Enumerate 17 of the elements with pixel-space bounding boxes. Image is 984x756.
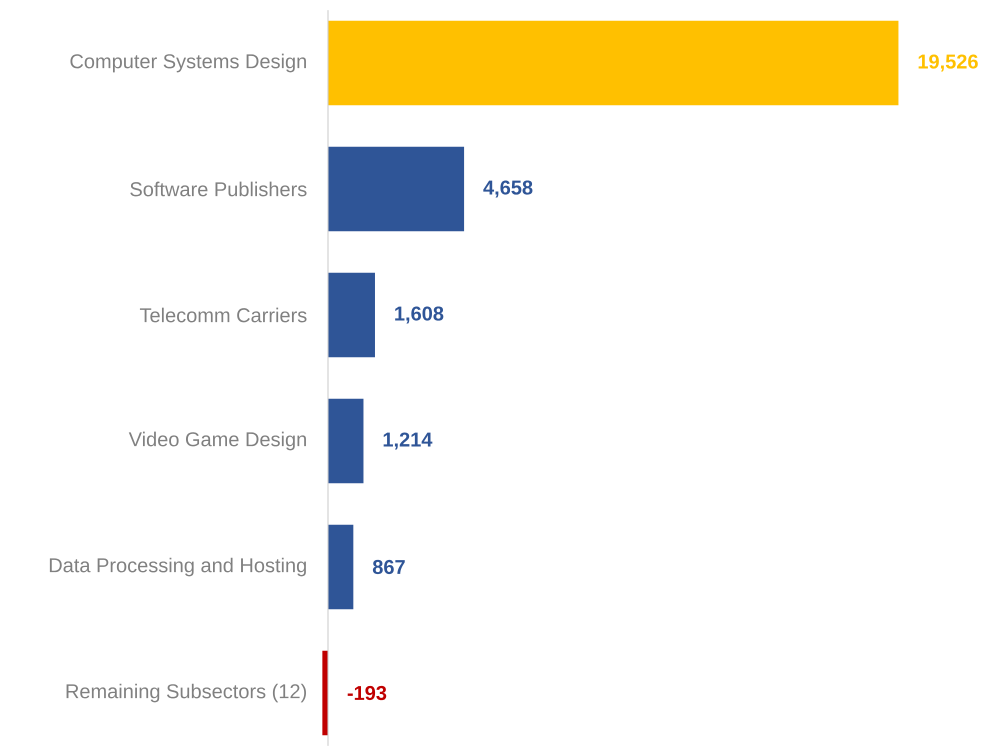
y-tick-label: Remaining Subsectors (12) xyxy=(66,684,306,702)
bar xyxy=(328,146,464,232)
data-label: 1,608 xyxy=(395,306,444,324)
y-tick-label: Software Publishers xyxy=(130,182,307,196)
bar xyxy=(328,272,375,358)
y-tick-label: Data Processing and Hosting xyxy=(50,558,306,576)
data-label: -193 xyxy=(348,686,386,700)
data-label: 4,658 xyxy=(483,180,532,198)
data-label: 19,526 xyxy=(918,54,978,72)
y-tick-label: Telecomm Carriers xyxy=(140,308,307,322)
bar xyxy=(328,524,354,610)
bar xyxy=(328,398,364,484)
data-label: 867 xyxy=(372,560,405,574)
bar xyxy=(328,20,898,106)
y-tick-label: Video Game Design xyxy=(128,432,306,450)
y-tick-label: Computer Systems Design xyxy=(70,54,306,72)
data-label: 1,214 xyxy=(384,432,432,450)
